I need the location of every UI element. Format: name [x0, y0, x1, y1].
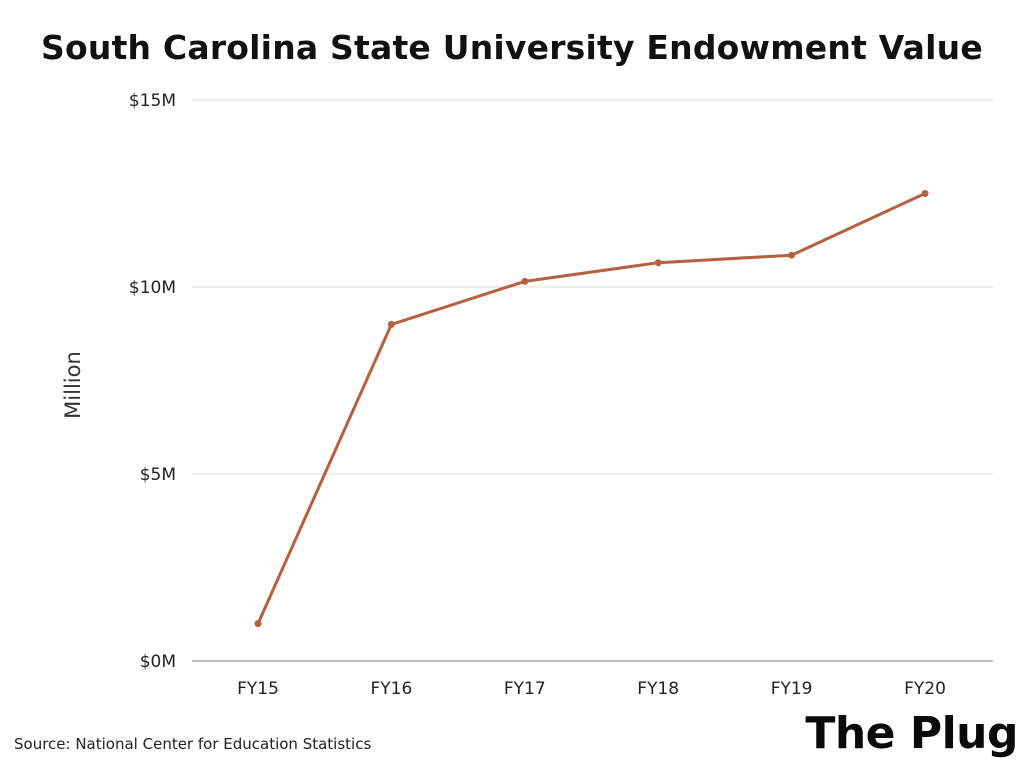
series-line — [256, 192, 927, 626]
x-tick-label: FY17 — [504, 679, 546, 699]
data-point — [521, 277, 529, 285]
brand-logo: The Plug — [805, 708, 1018, 759]
series-layer — [254, 190, 929, 628]
data-point — [254, 620, 262, 628]
data-point — [654, 259, 662, 267]
y-tick-label: $15M — [129, 91, 176, 111]
data-point — [921, 190, 929, 197]
x-tick-label: FY18 — [637, 679, 679, 699]
axes: $0M $5M $10M $15M FY15 FY16 FY17 FY18 FY19 FY20 — [129, 91, 993, 699]
gridlines — [192, 99, 993, 475]
x-tick-label: FY19 — [771, 679, 813, 699]
data-point — [387, 320, 395, 328]
x-tick-label: FY15 — [237, 679, 279, 699]
y-tick-label: $0M — [140, 652, 176, 672]
x-tick-label: FY16 — [371, 679, 413, 699]
source-note: Source: National Center for Education St… — [14, 735, 372, 753]
x-tick-label: FY20 — [904, 679, 946, 699]
y-tick-label: $10M — [129, 278, 176, 298]
data-point — [788, 251, 796, 259]
y-tick-label: $5M — [140, 465, 176, 485]
chart-title: South Carolina State University Endowmen… — [41, 28, 983, 67]
y-axis-label: Million — [61, 351, 85, 419]
